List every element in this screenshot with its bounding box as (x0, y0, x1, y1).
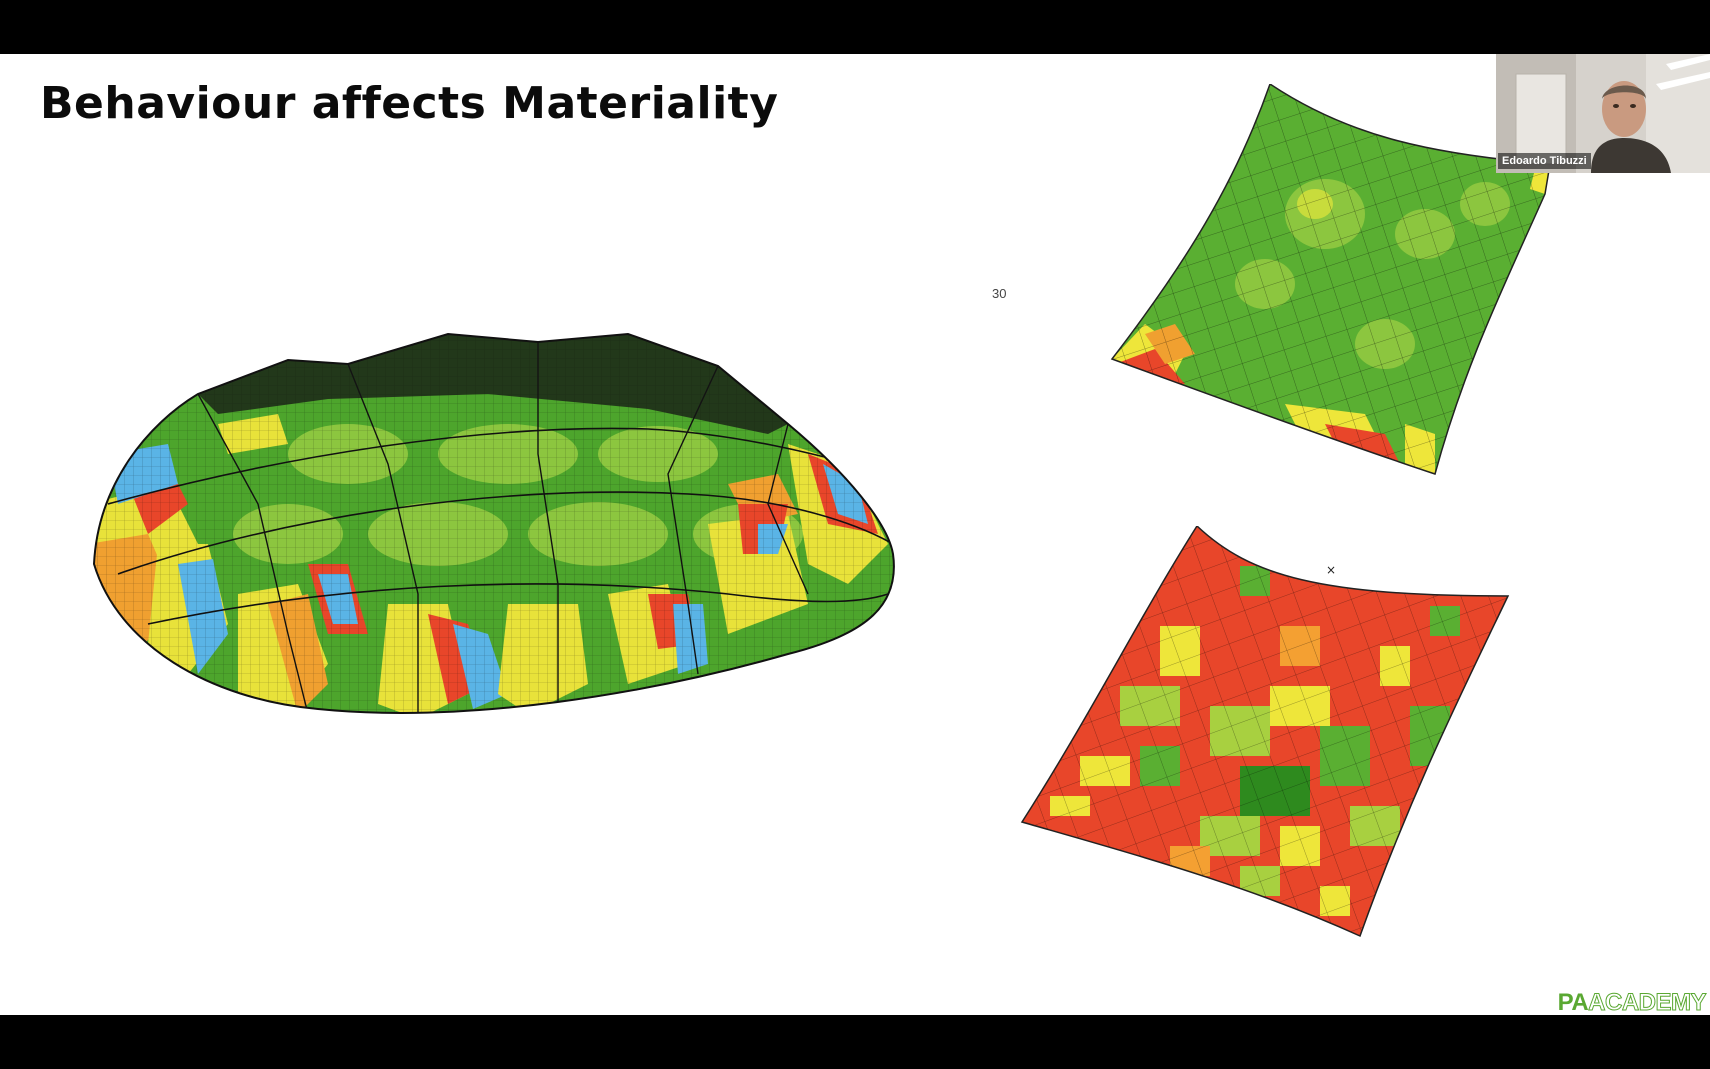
cursor-marker-icon: × (1326, 563, 1337, 577)
participant-name-tag: Edoardo Tibuzzi (1498, 153, 1591, 169)
panel-top-analysis-image (1110, 84, 1551, 475)
logo-academy-text: ACADEMY (1588, 989, 1707, 1015)
slide: Behaviour affects Materiality (0, 54, 1710, 1015)
logo-pa-text: PA (1557, 989, 1589, 1015)
stray-axis-label: 30 (992, 286, 1007, 301)
dome-analysis-image (92, 332, 895, 714)
panel-top-figure (1105, 84, 1555, 484)
webcam-video-tile[interactable]: Edoardo Tibuzzi (1496, 54, 1710, 173)
dome-figure (88, 304, 898, 734)
slide-title: Behaviour affects Materiality (40, 78, 779, 129)
pa-academy-logo: PAACADEMY (1557, 989, 1707, 1015)
panel-bottom-figure (1020, 526, 1510, 946)
panel-bottom-analysis-image (1020, 526, 1510, 938)
